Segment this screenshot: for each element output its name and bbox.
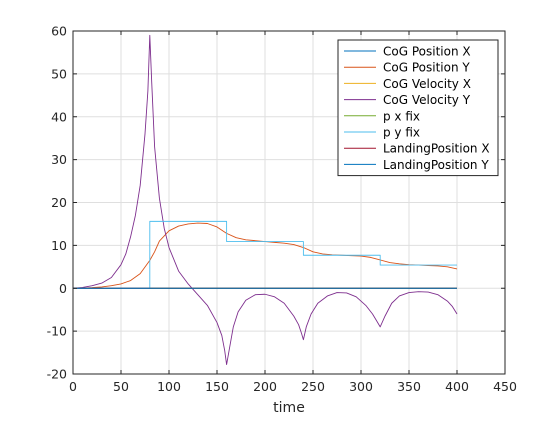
x-tick-label: 50 — [113, 379, 129, 394]
axes — [72, 30, 506, 375]
legend-label: LandingPosition Y — [383, 158, 489, 172]
y-tick-label: 30 — [51, 152, 67, 167]
series-line-4 — [73, 34, 458, 366]
y-tick-label: 40 — [51, 109, 67, 124]
legend-label: CoG Position X — [383, 45, 471, 59]
legend-label: p y fix — [383, 126, 420, 140]
series-line-6 — [73, 220, 457, 289]
legend-label: CoG Velocity X — [383, 77, 471, 91]
legend-label: CoG Position Y — [383, 61, 470, 75]
y-tick-label: 20 — [51, 195, 67, 210]
x-tick-label: 150 — [205, 379, 229, 394]
x-tick-label: 200 — [253, 379, 277, 394]
series-layer — [73, 34, 458, 366]
y-tick-label: 60 — [51, 24, 67, 39]
x-tick-label: 250 — [301, 379, 325, 394]
tick-labels: 0 50 100 150 200 250 300 350 400 450 -20 -10 0 10 20 30… — [47, 24, 517, 395]
x-tick-label: 400 — [445, 379, 469, 394]
x-tick-label: 350 — [397, 379, 421, 394]
y-tick-label: 50 — [51, 66, 67, 81]
legend-label: p x fix — [383, 109, 420, 123]
x-tick-label: 100 — [157, 379, 181, 394]
y-tick-label: -20 — [47, 367, 67, 382]
x-tick-label: 0 — [69, 379, 77, 394]
legend-box — [337, 39, 499, 177]
y-tick-label: 0 — [59, 281, 67, 296]
y-tick-label: 10 — [51, 238, 67, 253]
x-axis-label: time — [273, 400, 305, 416]
legend: CoG Position X CoG Position Y CoG Velocity… — [337, 39, 499, 177]
y-tick-label: -10 — [47, 324, 67, 339]
x-tick-label: 300 — [349, 379, 373, 394]
legend-label: CoG Velocity Y — [383, 93, 471, 107]
legend-label: LandingPosition X — [383, 142, 490, 156]
x-tick-label: 450 — [493, 379, 517, 394]
